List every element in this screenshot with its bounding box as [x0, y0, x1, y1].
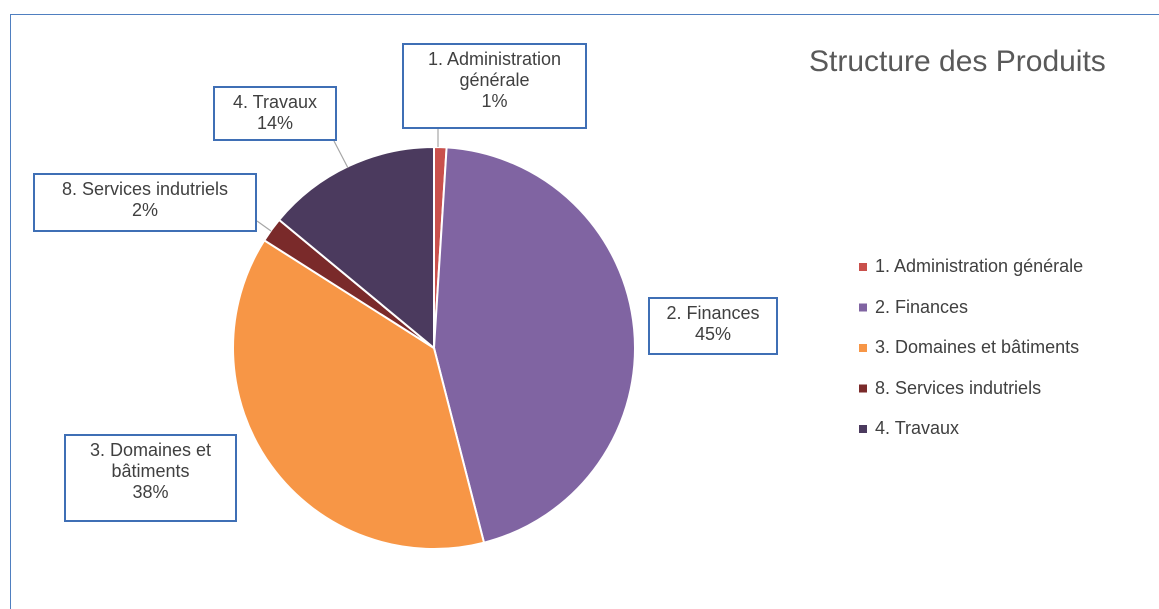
leader-line	[256, 220, 272, 232]
data-label-name: 1. Administration générale	[427, 49, 562, 90]
legend-label: 2. Finances	[875, 296, 969, 317]
data-label-name: 2. Finances	[666, 303, 760, 323]
leader-line	[333, 140, 349, 169]
chart	[232, 129, 867, 550]
data-label-name: 8. Services indutriels	[61, 179, 229, 199]
data-label: 1. Administration générale 1%	[402, 43, 587, 129]
pie-slice	[277, 145, 435, 351]
data-label-value: 38%	[132, 482, 169, 502]
legend-label: 3. Domaines et bâtiments	[875, 337, 1080, 357]
legend-label: 8. Services indutriels	[875, 377, 1042, 398]
data-label: 4. Travaux 14%	[213, 86, 337, 141]
data-label: 2. Finances 45%	[648, 297, 778, 355]
data-label: 8. Services indutriels 2%	[33, 173, 257, 232]
data-label-name: 4. Travaux	[232, 92, 318, 112]
legend-swatch	[859, 384, 867, 393]
legend-swatch	[859, 425, 867, 433]
legend-swatch	[859, 303, 867, 312]
legend-label: 1. Administration générale	[875, 256, 1084, 276]
legend-label: 4. Travaux	[875, 418, 960, 438]
data-label-name: 3. Domaines et bâtiments	[89, 440, 212, 481]
legend-swatch	[859, 263, 867, 271]
chart-title: Structure des Produits	[809, 45, 1106, 78]
data-label: 3. Domaines et bâtiments 38%	[64, 434, 237, 522]
pie-slice	[232, 238, 486, 550]
legend-swatch	[859, 344, 867, 352]
data-label-value: 2%	[131, 200, 158, 220]
pie-slice	[432, 146, 636, 544]
chart-area: Structure des Produits 1. Administration…	[10, 14, 1159, 609]
data-label-value: 1%	[481, 91, 508, 111]
data-label-value: 14%	[256, 113, 294, 133]
data-label-value: 45%	[694, 324, 732, 344]
